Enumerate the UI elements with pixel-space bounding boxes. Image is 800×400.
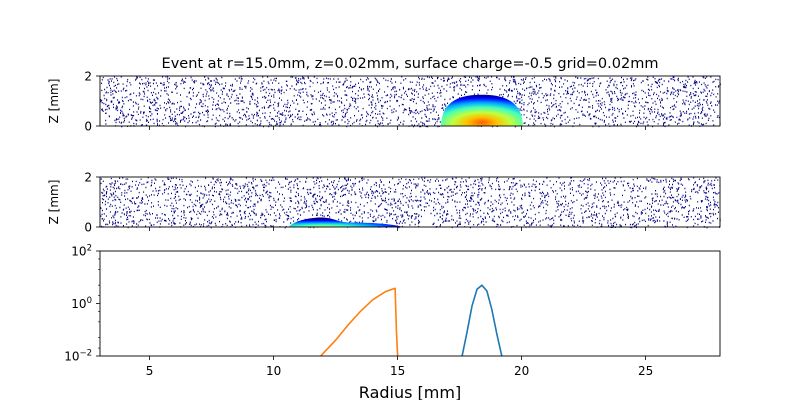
xtick-label: 15	[390, 364, 405, 378]
xtick-label: 20	[514, 364, 529, 378]
noise-speckle	[100, 177, 721, 229]
axes-frame-middle	[99, 176, 721, 228]
ticks-top: 02	[84, 70, 646, 134]
noise-speckle	[100, 76, 721, 128]
charge-cloud-top	[441, 94, 523, 126]
top-panel: 02 Z [mm]	[47, 70, 721, 134]
ytick-label: 100	[71, 296, 92, 311]
ticks-bottom: 5 10 15 20 25 102 100 10−2	[64, 244, 653, 379]
noise-pixels-top	[100, 76, 721, 128]
charge-cloud-middle	[288, 217, 403, 227]
ylabel-top: Z [mm]	[47, 79, 61, 124]
xtick-label: 5	[146, 364, 154, 378]
middle-panel: 02 Z [mm]	[47, 171, 721, 235]
ytick-label: 102	[71, 244, 92, 259]
series-line-2	[320, 287, 399, 356]
axes-frame-top	[99, 75, 721, 127]
xlabel: Radius [mm]	[359, 383, 461, 400]
xtick-label: 10	[266, 364, 281, 378]
noise-pixels-middle	[100, 177, 721, 229]
ytick-label: 2	[84, 171, 92, 185]
axes-frame-bottom	[99, 250, 721, 357]
chart-title: Event at r=15.0mm, z=0.02mm, surface cha…	[162, 56, 659, 72]
ylabel-middle: Z [mm]	[47, 180, 61, 225]
bottom-panel: 5 10 15 20 25 102 100 10−2 Radius [mm]	[64, 244, 721, 400]
series-lines	[320, 284, 503, 356]
ytick-label: 0	[84, 120, 92, 134]
ytick-label: 2	[84, 70, 92, 84]
xtick-label: 25	[638, 364, 653, 378]
ticks-middle: 02	[84, 171, 646, 235]
ytick-label: 10−2	[64, 349, 92, 364]
series-line-1	[461, 284, 503, 356]
ytick-label: 0	[84, 221, 92, 235]
